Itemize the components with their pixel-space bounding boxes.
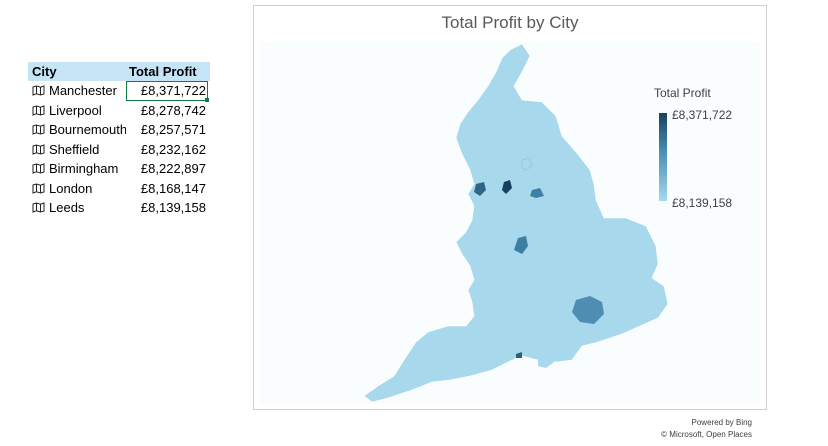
table-row: Liverpool £8,278,742: [28, 101, 210, 121]
isle-of-wight: [538, 356, 554, 368]
profit-cell[interactable]: £8,232,162: [140, 141, 206, 157]
map-icon: [32, 143, 45, 155]
profit-cell[interactable]: £8,139,158: [140, 200, 206, 215]
map-icon: [32, 104, 45, 116]
map-region-sheffield[interactable]: [530, 188, 544, 198]
city-name: Manchester: [49, 83, 117, 98]
profit-cell[interactable]: £8,257,571: [140, 122, 206, 137]
table-row: Bournemouth £8,257,571: [28, 120, 210, 140]
map-region-leeds[interactable]: [521, 157, 533, 171]
table-row: Birmingham £8,222,897: [28, 159, 210, 179]
city-cell[interactable]: London: [32, 179, 126, 199]
city-name: Leeds: [49, 200, 85, 215]
map-plot-area[interactable]: Total Profit £8,371,722 £8,139,158 Power…: [260, 42, 760, 439]
city-cell[interactable]: Sheffield: [32, 140, 126, 160]
city-cell[interactable]: Liverpool: [32, 101, 126, 121]
legend-max-label: £8,371,722: [672, 108, 733, 122]
fill-handle[interactable]: [204, 96, 210, 103]
map-icon: [32, 182, 45, 194]
england-map[interactable]: [260, 42, 760, 404]
legend-min-label: £8,139,158: [672, 196, 733, 210]
map-region-england[interactable]: [363, 43, 669, 403]
header-total-profit[interactable]: Total Profit: [129, 64, 197, 79]
profit-cell[interactable]: £8,168,147: [140, 180, 206, 196]
legend-color-scale[interactable]: [659, 113, 667, 201]
map-copyright: © Microsoft, Open Places: [661, 430, 752, 439]
profit-cell[interactable]: £8,278,742: [140, 102, 206, 118]
city-name: London: [49, 180, 93, 196]
map-icon: [32, 202, 45, 213]
city-profit-table: City Total Profit Manchester £8,371,722 Li…: [28, 62, 210, 218]
profit-cell[interactable]: £8,222,897: [140, 161, 206, 176]
map-icon: [32, 85, 45, 96]
map-region-liverpool[interactable]: [474, 182, 486, 196]
map-icon: [32, 124, 45, 135]
map-region-manchester[interactable]: [502, 180, 512, 194]
chart-title[interactable]: Total Profit by City: [441, 13, 579, 32]
city-name: Birmingham: [49, 161, 119, 176]
city-cell[interactable]: Birmingham: [32, 159, 126, 179]
city-cell[interactable]: Bournemouth: [32, 120, 126, 140]
powered-by-bing: Powered by Bing: [691, 418, 752, 427]
legend-title: Total Profit: [654, 86, 711, 100]
map-region-bournemouth[interactable]: [516, 352, 522, 358]
city-cell[interactable]: Manchester: [32, 81, 126, 101]
map-region-london[interactable]: [572, 296, 604, 324]
table-row: Sheffield £8,232,162: [28, 140, 210, 160]
map-chart[interactable]: Total Profit by City Total Profit £8,371…: [253, 5, 767, 439]
city-name: Sheffield: [49, 141, 100, 157]
header-city[interactable]: City: [32, 64, 57, 79]
table-row: Leeds £8,139,158: [28, 198, 210, 218]
table-header-row: City Total Profit: [28, 62, 210, 81]
table-row: Manchester £8,371,722: [28, 81, 210, 103]
profit-cell[interactable]: £8,371,722: [126, 81, 208, 101]
map-region-birmingham[interactable]: [514, 236, 528, 254]
city-name: Bournemouth: [49, 122, 126, 137]
table-row: London £8,168,147: [28, 179, 210, 199]
city-name: Liverpool: [49, 102, 102, 118]
city-cell[interactable]: Leeds: [32, 198, 126, 218]
map-icon: [32, 163, 45, 174]
